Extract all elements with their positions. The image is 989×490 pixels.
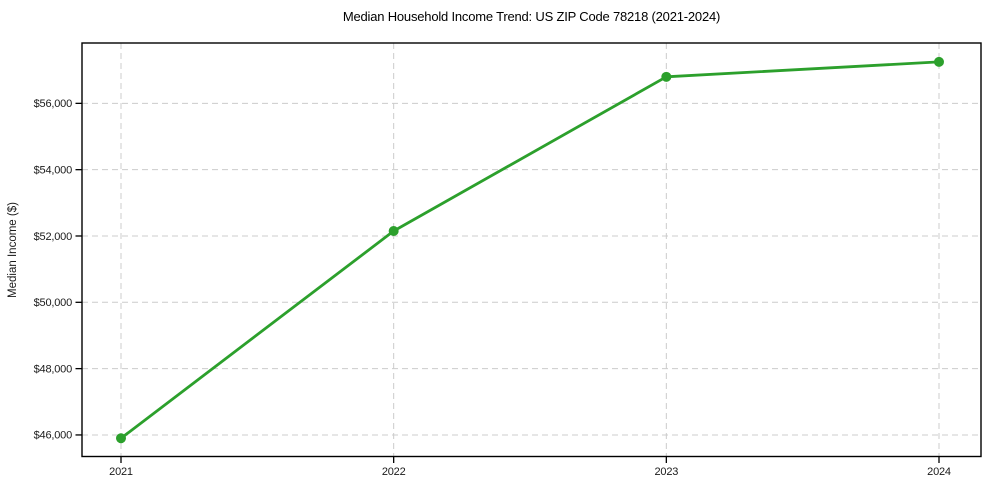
x-tick-label: 2024: [927, 466, 951, 478]
chart-title: Median Household Income Trend: US ZIP Co…: [343, 9, 720, 24]
x-tick-label: 2021: [109, 466, 133, 478]
data-point: [388, 226, 399, 237]
y-axis-label: Median Income ($): [7, 202, 19, 298]
y-tick-label: $52,000: [34, 231, 72, 243]
x-tick-label: 2023: [654, 466, 678, 478]
plot-area: $46,000 $48,000 $50,000 $52,000 $54,000 $56,0…: [34, 42, 982, 478]
plot-border: [81, 42, 982, 458]
data-point: [661, 71, 672, 82]
data-point: [934, 56, 944, 67]
y-tick-label: $50,000: [34, 297, 72, 309]
y-tick-label: $56,000: [34, 98, 72, 110]
y-tick-label: $48,000: [34, 363, 72, 375]
y-tick-label: $54,000: [34, 164, 72, 176]
y-tick-label: $46,000: [34, 430, 72, 442]
trend-line: [119, 60, 941, 440]
x-tick-label: 2022: [382, 466, 406, 478]
data-point: [116, 433, 126, 444]
